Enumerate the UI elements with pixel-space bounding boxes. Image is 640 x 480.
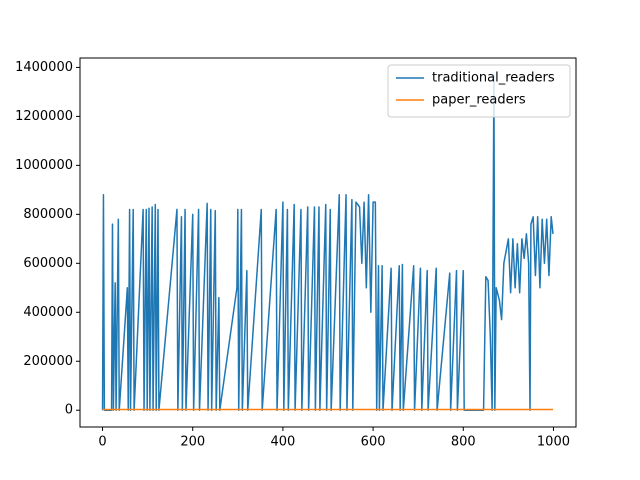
- x-tick-label: 1000: [537, 435, 570, 450]
- legend-label: paper_readers: [432, 93, 526, 108]
- series-line: [101, 74, 554, 411]
- legend-box: [387, 64, 571, 118]
- x-tick-label: 0: [98, 435, 106, 450]
- y-tick-label: 1400000: [15, 60, 73, 75]
- y-tick-label: 800000: [23, 207, 73, 222]
- y-tick-label: 0: [65, 403, 73, 418]
- y-tick-label: 200000: [23, 354, 73, 369]
- y-tick-label: 1000000: [15, 158, 73, 173]
- x-tick-label: 400: [270, 435, 295, 450]
- legend-label: traditional_readers: [432, 71, 555, 86]
- y-tick-label: 1200000: [15, 109, 73, 124]
- x-tick-label: 800: [451, 435, 476, 450]
- x-tick-label: 200: [180, 435, 205, 450]
- plot-frame: [79, 57, 577, 428]
- x-tick-label: 600: [361, 435, 386, 450]
- y-tick-label: 400000: [23, 305, 73, 320]
- y-tick-label: 600000: [23, 256, 73, 271]
